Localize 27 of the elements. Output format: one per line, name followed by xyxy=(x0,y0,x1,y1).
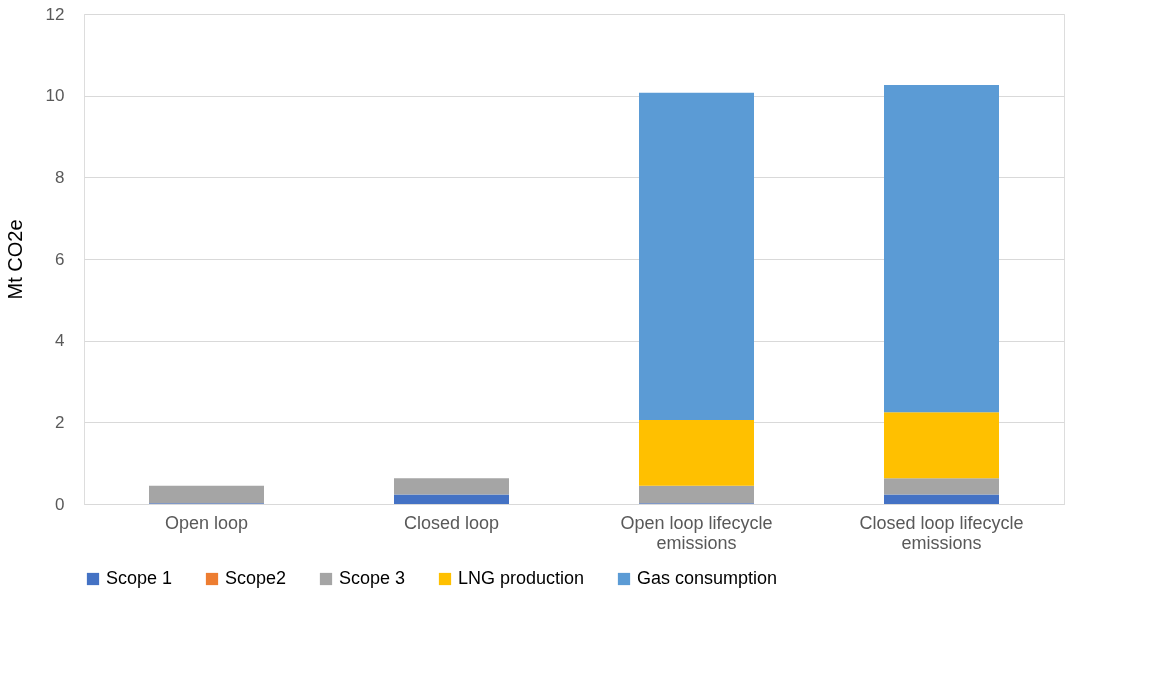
bar xyxy=(884,412,999,479)
x-tick-label: Closed loop xyxy=(403,512,500,533)
y-tick-label: 0 xyxy=(55,494,65,514)
legend-label: Scope 3 xyxy=(339,568,406,588)
y-tick-label: 4 xyxy=(55,331,65,351)
bar xyxy=(884,478,999,495)
legend-label: Scope 1 xyxy=(106,568,173,588)
bar xyxy=(884,494,999,504)
y-axis-title: Mt CO2e xyxy=(3,219,26,300)
y-tick-label: 12 xyxy=(45,4,65,24)
bar xyxy=(149,485,264,504)
bar xyxy=(639,419,754,486)
bar xyxy=(884,85,999,413)
legend-label: Scope2 xyxy=(225,568,287,588)
y-tick-label: 10 xyxy=(45,86,65,106)
y-tick-label: 8 xyxy=(55,167,65,187)
x-tick-label: Open loop xyxy=(164,512,249,533)
bar xyxy=(639,485,754,504)
bar xyxy=(394,478,509,495)
y-tick-label: 6 xyxy=(55,249,65,269)
legend-label: LNG production xyxy=(458,568,585,588)
bar xyxy=(639,92,754,420)
legend-label: Gas consumption xyxy=(637,568,778,588)
y-tick-label: 2 xyxy=(55,412,65,432)
bar xyxy=(394,494,509,504)
x-tick-label: Open loop lifecycle emissions xyxy=(620,512,773,553)
x-tick-label: Closed loop lifecycle emissions xyxy=(859,512,1024,553)
